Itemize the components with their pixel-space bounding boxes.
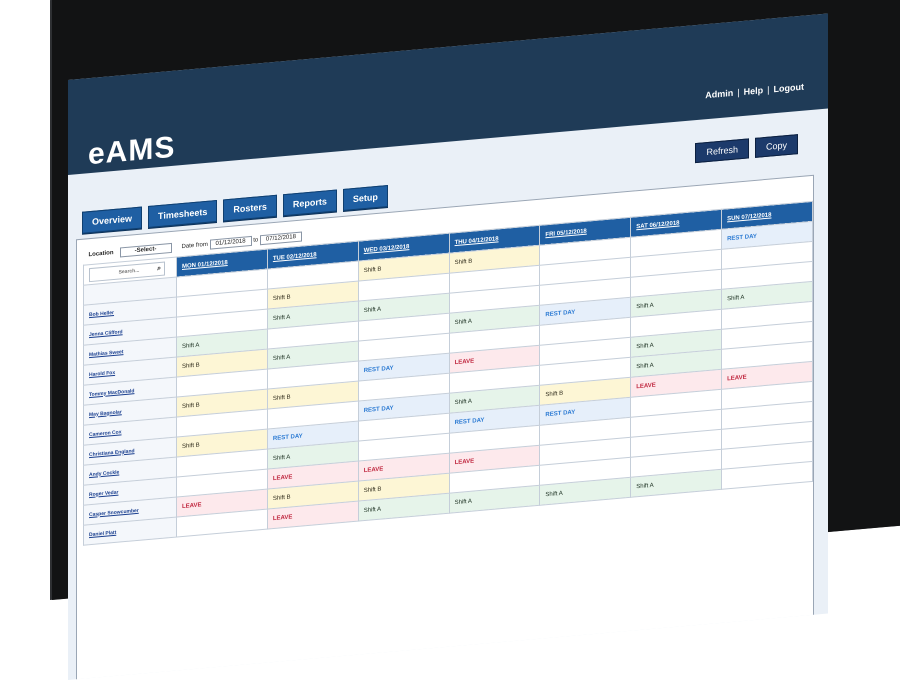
app-screen: eAMS Admin | Help | Logout Overview Timeshee… bbox=[68, 13, 828, 680]
roster-table: Location -Select- Date from 01/12/2018 t… bbox=[83, 181, 813, 546]
tab-setup[interactable]: Setup bbox=[342, 185, 388, 211]
copy-button[interactable]: Copy bbox=[754, 134, 798, 158]
toolbar-actions: Refresh Copy bbox=[695, 134, 798, 164]
help-link[interactable]: Help bbox=[743, 85, 764, 97]
tab-overview[interactable]: Overview bbox=[82, 206, 143, 234]
tab-reports[interactable]: Reports bbox=[282, 189, 337, 217]
date-to-input[interactable]: 07/12/2018 bbox=[259, 231, 302, 245]
roster-panel: Location -Select- Date from 01/12/2018 t… bbox=[76, 174, 814, 680]
date-from-label: Date from bbox=[181, 241, 208, 250]
tab-rosters[interactable]: Rosters bbox=[223, 194, 277, 222]
filter-bar: Location -Select- bbox=[89, 242, 172, 259]
location-label: Location bbox=[88, 249, 114, 258]
tab-timesheets[interactable]: Timesheets bbox=[148, 199, 218, 228]
refresh-button[interactable]: Refresh bbox=[695, 138, 749, 164]
location-select[interactable]: -Select- bbox=[119, 242, 172, 257]
date-from-input[interactable]: 01/12/2018 bbox=[209, 235, 252, 250]
date-to-label: to bbox=[253, 236, 259, 244]
search-icon: ⌕ bbox=[157, 264, 161, 272]
